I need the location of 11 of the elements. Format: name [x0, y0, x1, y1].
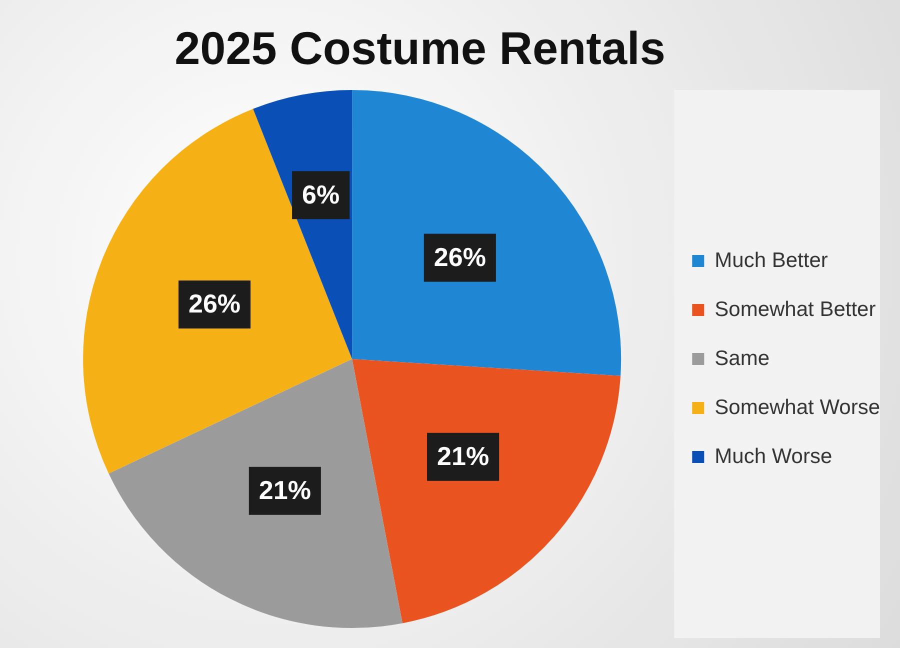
data-label: 21%: [437, 441, 490, 472]
legend-label: Somewhat Worse: [714, 396, 880, 419]
legend-label: Same: [714, 346, 770, 370]
legend-label: Much Worse: [714, 444, 832, 468]
data-label: 21%: [258, 474, 311, 505]
legend-label: Much Better: [714, 248, 828, 272]
chart-title: 2025 Costume Rentals: [174, 21, 666, 76]
data-label: 26%: [434, 242, 486, 272]
data-label: 6%: [302, 179, 340, 210]
data-label: 26%: [188, 288, 241, 319]
legend-label: Somewhat Better: [714, 298, 876, 321]
